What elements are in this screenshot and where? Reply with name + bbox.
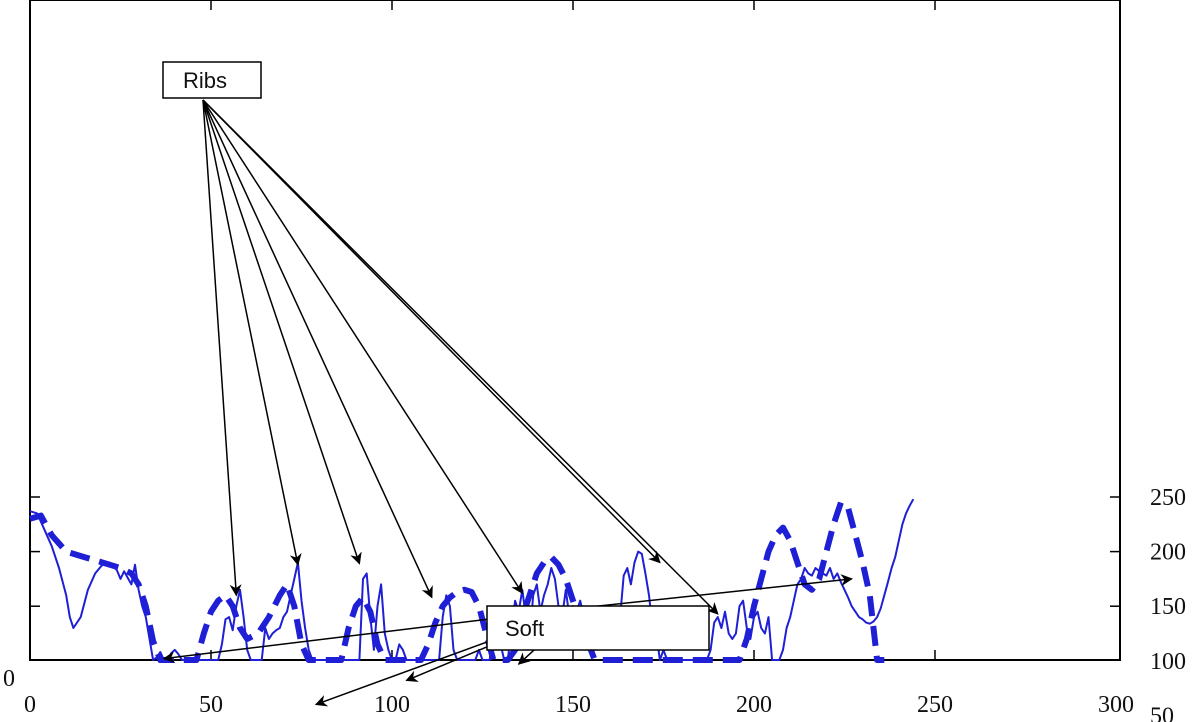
y-right-tick-label: 250 <box>1150 485 1186 511</box>
annotation-arrow <box>202 99 362 565</box>
annotation-arrow <box>579 574 853 609</box>
y-right-tick-label: 150 <box>1150 594 1186 620</box>
annotation-box-soft <box>486 605 710 651</box>
annotation-arrow <box>202 99 242 597</box>
series-solid-line <box>29 498 915 661</box>
annotation-layer: Ribs Soft <box>162 61 853 707</box>
corner-zero-label: 0 <box>3 666 15 692</box>
y-right-tick-label: 200 <box>1150 540 1186 566</box>
x-tick-label: 150 <box>555 692 591 718</box>
annotation-arrow <box>202 99 302 566</box>
annotation-box-ribs <box>162 61 262 99</box>
y-right-tick-label: 50 <box>1150 703 1174 722</box>
x-tick-label: 250 <box>917 692 953 718</box>
annotation-label-ribs: Ribs <box>183 68 227 93</box>
x-tick-label: 200 <box>736 692 772 718</box>
x-tick-label: 50 <box>199 692 223 718</box>
x-tick-label: 0 <box>24 692 36 718</box>
y-right-tick-label: 100 <box>1150 649 1186 675</box>
annotation-arrow <box>202 99 523 595</box>
annotation-arrow <box>202 99 719 615</box>
series-layer <box>29 498 915 663</box>
annotation-arrow <box>202 99 433 599</box>
x-tick-label: 100 <box>374 692 410 718</box>
plot-frame <box>29 0 1121 661</box>
axis-ticks: 0 50 100 150 200 250 300 50 100 150 200 250 <box>24 0 1186 722</box>
x-tick-label: 300 <box>1098 692 1134 718</box>
annotation-arrow <box>202 99 661 564</box>
series-dashed-line <box>29 499 885 663</box>
annotation-label-soft: Soft <box>505 616 544 641</box>
